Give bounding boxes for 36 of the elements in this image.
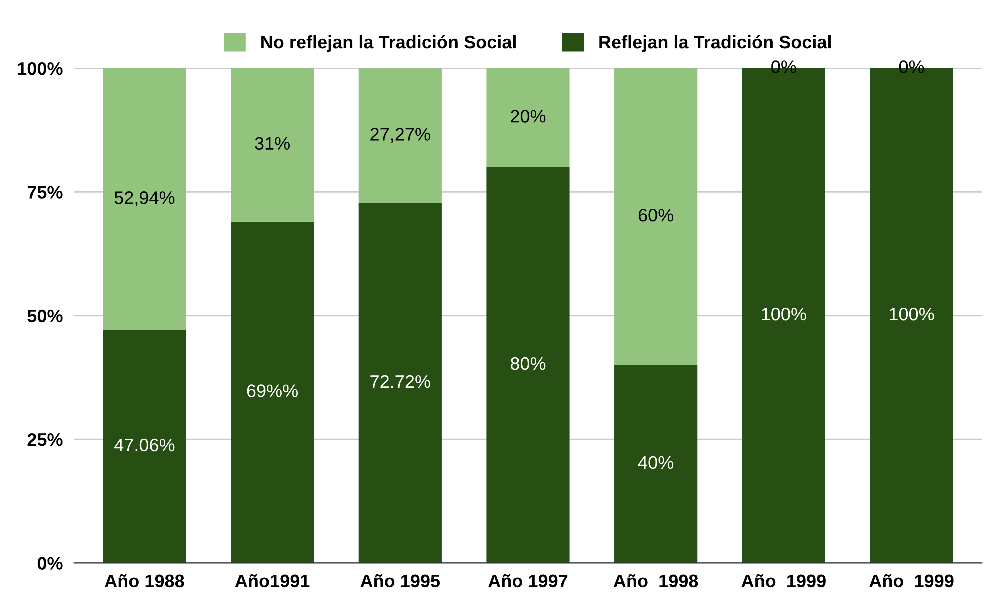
y-tick-label: 75%	[28, 186, 63, 199]
data-label: 27,27%	[370, 128, 430, 144]
bar	[358, 68, 442, 204]
x-tick-label: Año1991	[235, 574, 310, 588]
bar	[486, 167, 570, 564]
x-tick-label: Año 1998	[614, 574, 698, 588]
y-tick-label: 0%	[38, 557, 63, 570]
data-label: 100%	[890, 308, 934, 321]
bar	[103, 330, 186, 564]
data-label: 40%	[638, 456, 674, 470]
data-label: 31%	[255, 137, 290, 150]
x-tick-label: Año 1999	[870, 574, 954, 588]
data-label: 52,94%	[114, 192, 175, 206]
y-tick-label: 50%	[28, 310, 63, 323]
bar	[614, 68, 698, 366]
bar	[231, 222, 314, 564]
data-label: 20%	[511, 110, 546, 123]
x-tick-label: Año 1999	[742, 574, 826, 588]
data-label: 47.06%	[114, 438, 175, 452]
bar	[486, 68, 570, 168]
y-tick-label: 100%	[18, 62, 63, 76]
bar	[614, 365, 698, 564]
bar	[103, 68, 186, 330]
x-tick-label: Año 1995	[360, 574, 440, 588]
data-label: 72.72%	[370, 375, 430, 388]
data-label: 60%	[638, 209, 674, 222]
legend-label: No reflejan la Tradición Social	[262, 35, 516, 52]
data-label: 69%%	[247, 384, 298, 398]
legend-label: Reflejan la Tradición Social	[600, 35, 831, 52]
x-tick-label: Año 1988	[105, 574, 184, 588]
y-tick-label: 25%	[28, 433, 63, 446]
data-label: 80%	[510, 357, 546, 370]
data-label: 100%	[762, 308, 806, 321]
bar	[358, 203, 442, 564]
bar	[231, 68, 314, 222]
x-tick-label: Año 1997	[488, 574, 568, 588]
